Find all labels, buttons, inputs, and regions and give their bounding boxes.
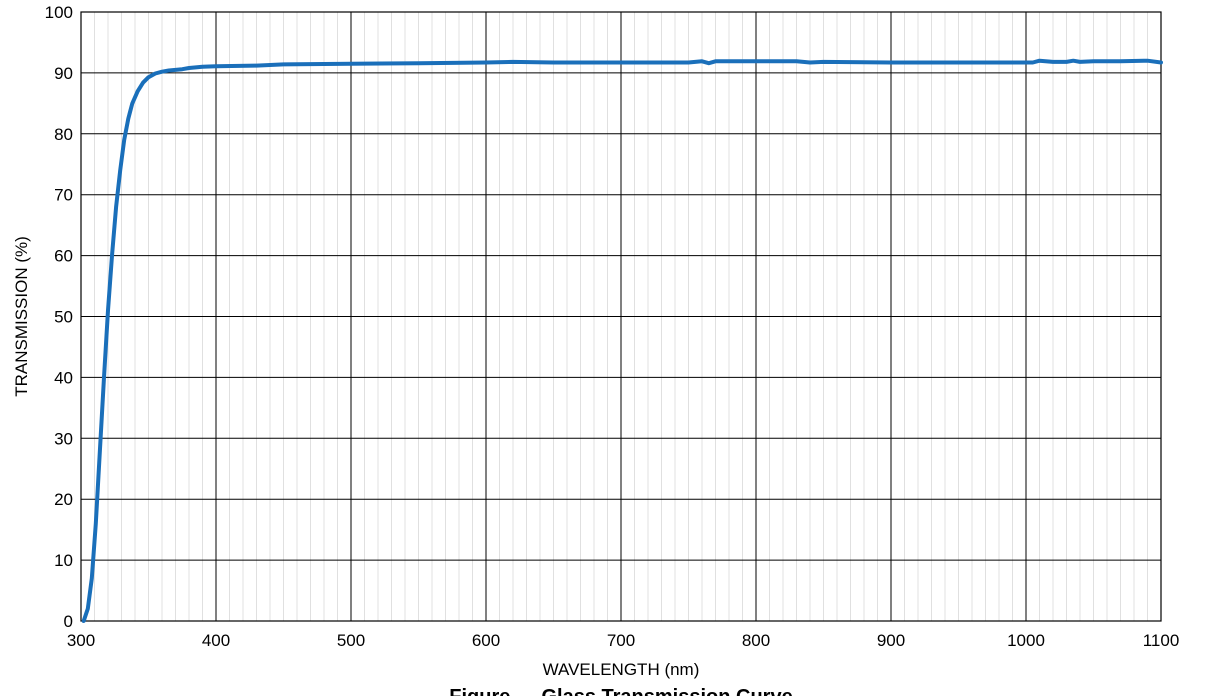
x-tick-label: 900 <box>877 631 905 650</box>
x-tick-label: 300 <box>67 631 95 650</box>
y-tick-label: 100 <box>45 3 73 22</box>
y-tick-label: 90 <box>54 64 73 83</box>
y-tick-label: 40 <box>54 368 73 387</box>
x-tick-label: 1100 <box>1143 631 1180 650</box>
x-tick-label: 500 <box>337 631 365 650</box>
y-tick-label: 70 <box>54 186 73 205</box>
series-line-transmission <box>81 58 1163 623</box>
y-tick-label: 20 <box>54 490 73 509</box>
x-tick-label: 600 <box>472 631 500 650</box>
x-axis-tick-labels: 300 400 500 600 700 800 900 1000 1100 <box>67 631 1179 650</box>
figure-caption: Figure — Glass Transmission Curve <box>449 686 792 696</box>
x-axis-title: WAVELENGTH (nm) <box>543 660 700 679</box>
y-axis-tick-labels: 0 10 20 30 40 50 60 70 80 90 100 <box>45 3 73 631</box>
x-tick-label: 400 <box>202 631 230 650</box>
y-tick-label: 50 <box>54 308 73 327</box>
y-tick-label: 80 <box>54 125 73 144</box>
y-tick-label: 30 <box>54 429 73 448</box>
y-tick-label: 0 <box>64 612 73 631</box>
y-axis-title: TRANSMISSION (%) <box>12 236 31 397</box>
y-tick-label: 10 <box>54 551 73 570</box>
x-tick-label: 1000 <box>1007 631 1045 650</box>
plot-area-frame <box>80 11 1162 622</box>
x-tick-label: 800 <box>742 631 770 650</box>
y-tick-label: 60 <box>54 247 73 266</box>
x-tick-label: 700 <box>607 631 635 650</box>
